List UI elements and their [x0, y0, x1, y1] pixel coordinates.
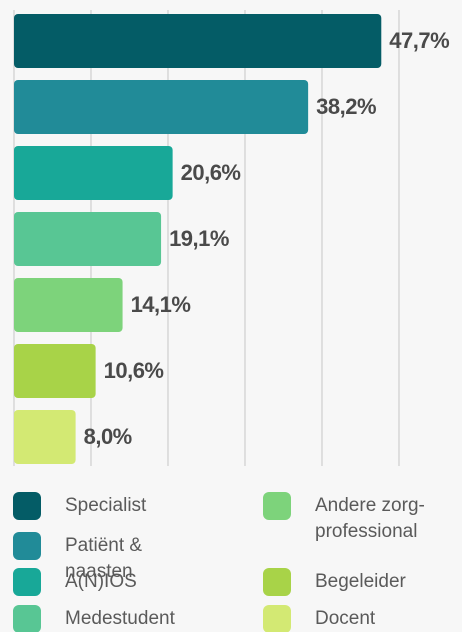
legend-swatch: [13, 568, 41, 596]
value-label: 38,2%: [316, 94, 376, 119]
legend-swatch: [263, 492, 291, 520]
legend-swatch: [13, 605, 41, 632]
bar: [14, 344, 96, 398]
legend-item: Docent: [263, 605, 455, 632]
value-label: 10,6%: [104, 358, 164, 383]
legend-label: Patiënt & naasten: [65, 535, 143, 582]
bar: [14, 212, 162, 266]
legend-item: Specialist: [13, 492, 205, 520]
legend-item: Andere zorg-professional: [263, 492, 455, 545]
legend-label: Begeleider: [315, 571, 406, 592]
value-label: 47,7%: [389, 28, 449, 53]
bar: [14, 80, 309, 134]
value-label: 20,6%: [181, 160, 241, 185]
legend-label: Medestudent: [65, 608, 175, 629]
legend-swatch: [13, 532, 41, 560]
legend-swatch: [263, 605, 291, 632]
chart: 47,7% 38,2% 20,6% 19,1% 14,1% 10,6% 8,0%: [13, 10, 450, 466]
bar: [14, 410, 76, 464]
legend-label: Specialist: [65, 495, 147, 516]
value-label: 8,0%: [84, 424, 132, 449]
bar: [14, 14, 382, 68]
legend-label: A(N)IOS: [65, 571, 137, 592]
legend-swatch: [13, 492, 41, 520]
legend-item: A(N)IOS: [13, 568, 205, 596]
bar: [14, 278, 123, 332]
legend-item: Begeleider: [263, 568, 455, 596]
legend-swatch: [263, 568, 291, 596]
legend-label: Andere zorg-professional: [315, 495, 425, 542]
legend-item: Medestudent: [13, 605, 205, 632]
legend-label: Docent: [315, 608, 376, 629]
value-label: 19,1%: [169, 226, 229, 251]
legend-item: Patiënt & naasten: [13, 532, 205, 585]
value-label: 14,1%: [131, 292, 191, 317]
bar: [14, 146, 173, 200]
